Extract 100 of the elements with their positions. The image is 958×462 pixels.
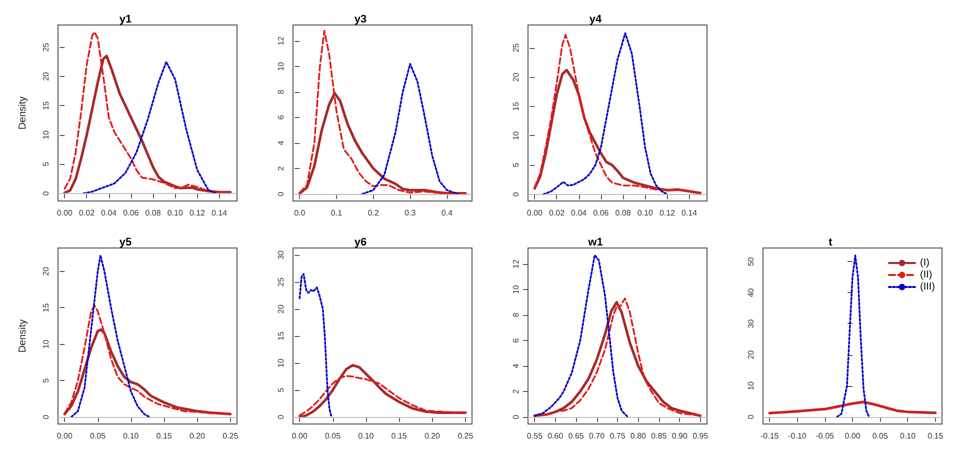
x-tick-label: 0.4: [441, 208, 454, 218]
x-tick-label: 0.04: [571, 208, 588, 218]
y-tick-label: 25: [42, 42, 50, 52]
x-tick-label: 0.02: [78, 208, 96, 218]
y-axis-title: Density: [18, 96, 28, 130]
y-tick-label: 15: [512, 101, 520, 111]
y-axis-title: Density: [18, 319, 28, 353]
x-tick-label: 0.95: [692, 432, 709, 440]
y-tick-label: 30: [276, 250, 286, 260]
x-tick-label: 0.2: [368, 208, 380, 218]
y-tick-label: 4: [276, 140, 286, 146]
y-tick-label: 20: [42, 71, 50, 81]
line-series: [298, 273, 332, 418]
y-tick-label: 30: [746, 318, 756, 328]
x-tick-label: 0.14: [682, 208, 698, 218]
y-tick-label: 0: [276, 414, 286, 420]
x-tick-label: 0.20: [424, 432, 441, 440]
y-tick-label: 0: [42, 414, 50, 420]
line-series: [64, 31, 232, 194]
legend-label: (III): [920, 282, 936, 292]
y-tick-label: 10: [512, 284, 520, 294]
y-tick-label: 25: [512, 42, 520, 52]
x-tick-label: 0.04: [101, 208, 118, 218]
y-tick-label: 25: [276, 277, 286, 286]
x-tick-label: 0.75: [610, 432, 626, 440]
line-series: [64, 304, 232, 415]
y-tick-label: 0: [42, 190, 50, 196]
y-tick-label: 10: [276, 358, 286, 368]
chart-title: y4: [589, 14, 602, 26]
x-tick-label: 0.0: [294, 208, 306, 218]
chart-title: w1: [587, 236, 603, 248]
y-tick-label: 5: [42, 161, 50, 166]
x-tick-label: 0.70: [588, 432, 606, 440]
x-tick-label: 0.90: [672, 432, 688, 440]
x-tick-label: 0.85: [651, 432, 668, 440]
line-series: [298, 30, 466, 194]
x-tick-label: 0.05: [324, 432, 342, 440]
y-tick-label: 40: [746, 288, 756, 298]
x-tick-label: 0.14: [212, 208, 228, 218]
x-tick-label: 0.3: [404, 208, 416, 218]
y-tick-label: 20: [746, 350, 756, 360]
x-tick-label: 0.15: [928, 432, 944, 440]
x-tick-label: 0.25: [222, 432, 239, 440]
chart-title: y6: [354, 236, 367, 248]
x-tick-label: 0.1: [330, 208, 343, 218]
x-tick-label: 0.10: [358, 432, 374, 440]
y-tick-label: 8: [276, 89, 286, 94]
y-tick-label: 6: [512, 338, 520, 343]
x-tick-label: 0.15: [391, 432, 408, 440]
y-tick-label: 5: [42, 378, 50, 383]
y-tick-label: 0: [746, 414, 756, 420]
y-tick-label: 0: [512, 191, 520, 196]
x-tick-label: 0.00: [56, 432, 73, 440]
y-tick-label: 12: [512, 259, 520, 269]
x-tick-label: 0.20: [189, 432, 206, 440]
x-tick-label: 0.60: [548, 432, 564, 440]
y-tick-label: 8: [512, 312, 520, 318]
x-tick-label: 0.08: [615, 208, 632, 218]
y-tick-label: 10: [42, 130, 50, 140]
x-tick-label: 0.10: [637, 208, 654, 218]
x-tick-label: 0.12: [659, 208, 676, 218]
x-tick-label: 0.00: [844, 432, 861, 440]
x-tick-label: 0.10: [167, 208, 184, 218]
x-tick-label: 0.05: [872, 432, 888, 440]
legend-label: (II): [920, 270, 932, 280]
x-tick-label: 0.80: [630, 432, 647, 440]
y-tick-label: 20: [512, 72, 520, 82]
x-tick-label: 0.12: [189, 208, 206, 218]
line-series: [534, 34, 702, 194]
chart-title: y5: [119, 236, 132, 248]
line-series: [361, 63, 459, 195]
y-tick-label: 20: [276, 304, 286, 314]
line-series: [542, 32, 668, 196]
x-tick-label: 0.10: [900, 432, 916, 440]
y-tick-label: 0: [512, 414, 520, 420]
x-tick-label: -0.10: [788, 432, 807, 440]
y-tick-label: 10: [746, 380, 756, 390]
line-series: [298, 375, 466, 416]
y-tick-label: 10: [512, 130, 520, 140]
y-tick-label: 10: [276, 61, 286, 71]
x-tick-label: -0.15: [760, 432, 780, 440]
y-tick-label: 0: [276, 191, 286, 196]
y-tick-label: 50: [746, 256, 756, 266]
x-tick-label: 0.65: [568, 432, 584, 440]
y-tick-label: 15: [42, 302, 50, 312]
x-tick-label: 0.25: [458, 432, 474, 440]
x-tick-label: 0.00: [292, 432, 308, 440]
line-series: [82, 60, 217, 194]
y-tick-label: 5: [512, 162, 520, 168]
legend-label: (I): [920, 258, 930, 268]
y-tick-label: 4: [512, 363, 520, 368]
x-tick-label: 0.10: [123, 432, 140, 440]
y-tick-label: 15: [276, 331, 286, 340]
line-series: [836, 254, 870, 418]
y-tick-label: 20: [42, 266, 50, 276]
y-tick-label: 10: [42, 339, 50, 349]
y-tick-label: 15: [42, 100, 50, 110]
x-tick-label: 0.05: [90, 432, 106, 440]
y-tick-label: 2: [276, 166, 286, 171]
x-tick-label: 0.06: [123, 208, 140, 218]
